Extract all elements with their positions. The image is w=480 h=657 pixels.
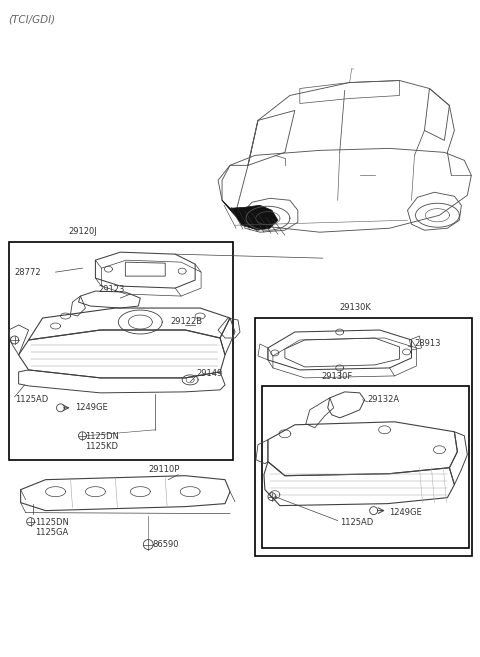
Text: 1125AD: 1125AD	[15, 396, 48, 404]
Text: 28913: 28913	[415, 340, 441, 348]
Text: 29130K: 29130K	[340, 303, 372, 312]
Text: (TCI/GDI): (TCI/GDI)	[9, 14, 56, 25]
Text: 29130F: 29130F	[322, 372, 353, 381]
Text: 1125AD: 1125AD	[340, 518, 373, 527]
Text: 1125KD: 1125KD	[85, 442, 119, 451]
Text: 1249GE: 1249GE	[75, 403, 108, 413]
Text: 86590: 86590	[152, 540, 179, 549]
Bar	[255, 318, 472, 556]
Text: 1249GE: 1249GE	[390, 508, 422, 516]
Text: 29122B: 29122B	[170, 317, 203, 326]
Bar	[9, 242, 233, 460]
Text: 29132A: 29132A	[368, 396, 400, 404]
Text: 1125DN: 1125DN	[85, 432, 120, 441]
Polygon shape	[222, 200, 278, 230]
Text: 29120J: 29120J	[69, 227, 97, 237]
Text: 29123: 29123	[98, 285, 125, 294]
Text: 29149: 29149	[196, 369, 222, 378]
Text: 28772: 28772	[15, 267, 41, 277]
Text: 1125DN: 1125DN	[36, 518, 70, 527]
Text: 29110P: 29110P	[148, 464, 180, 474]
Bar	[262, 386, 469, 547]
Text: 1125GA: 1125GA	[36, 528, 69, 537]
